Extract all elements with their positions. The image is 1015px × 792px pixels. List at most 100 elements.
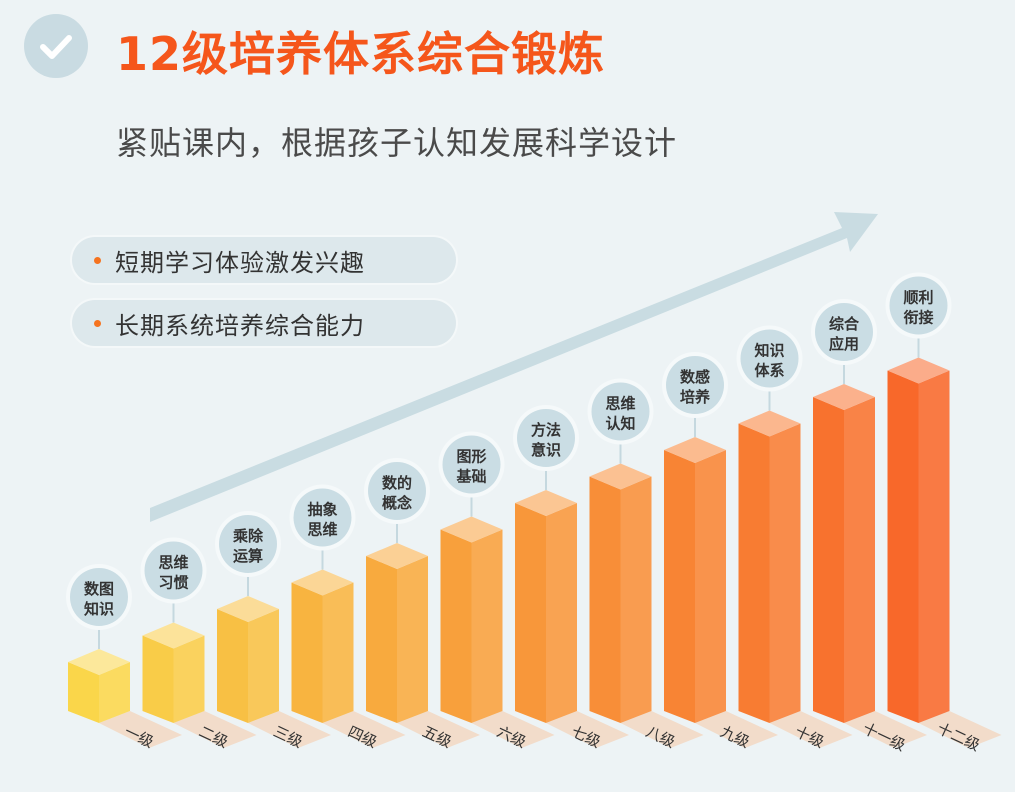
bubble-text-line2: 概念 [382, 494, 412, 512]
feature-pill: 长期系统培养综合能力 [72, 300, 456, 346]
bubble-text-line1: 数感 [680, 368, 710, 386]
bubble-text-line2: 习惯 [158, 574, 188, 592]
bar-left-face [738, 423, 770, 723]
bar-top-face [813, 384, 875, 410]
bar-top-face [291, 569, 354, 596]
floor-shadow [471, 711, 555, 748]
bubble-text-line1: 知识 [754, 342, 784, 360]
feature-text: 短期学习体验激发兴趣 [115, 248, 365, 277]
bar-left-face [68, 662, 99, 723]
bar-right-face [918, 370, 950, 723]
bar-left-face [887, 370, 919, 723]
bar-left-face [440, 529, 472, 723]
bar-right-face [248, 609, 279, 723]
bubble-text-line2: 衔接 [903, 309, 933, 327]
bubble [889, 276, 948, 335]
bar-right-face [620, 476, 652, 723]
bubble [70, 568, 128, 626]
bubble-text-line2: 培养 [680, 388, 711, 406]
bar-left-face [217, 609, 248, 723]
bar-top-face [142, 622, 205, 649]
bar-top-face [738, 410, 801, 437]
bubble [517, 409, 575, 467]
floor-shadow [620, 711, 704, 748]
bubble-text-line1: 图形 [456, 448, 486, 466]
bubble-text-line2: 基础 [455, 468, 486, 486]
bar-left-face [291, 582, 323, 723]
bar-top-face [217, 596, 279, 622]
floor-shadow [918, 711, 1002, 748]
bubble-text-line1: 综合 [829, 315, 860, 333]
bubble-text-line2: 思维 [307, 521, 337, 539]
bubble [740, 329, 799, 388]
bar-left-face [664, 450, 695, 723]
growth-arrow-icon [150, 212, 878, 522]
bar-left-face [142, 635, 174, 723]
bar-top-face [589, 463, 652, 490]
bubble-text-line1: 思维 [605, 395, 635, 413]
bubble-text-line2: 知识 [84, 600, 114, 618]
bubble-text-line1: 数的 [382, 474, 412, 492]
bubble [591, 382, 650, 441]
floor-shadow [397, 711, 480, 748]
bubble-text-line1: 数图 [84, 580, 114, 598]
bar-top-face [68, 649, 130, 675]
floor-shadow [695, 711, 778, 748]
bar-top-face [887, 357, 950, 384]
floor-shadow [322, 711, 406, 748]
bubble-text-line2: 运算 [233, 547, 263, 565]
bubble-text-line2: 意识 [531, 441, 561, 459]
bubble [144, 541, 203, 600]
bar-right-face [471, 529, 503, 723]
bubble-text-line1: 方法 [531, 421, 561, 439]
bullet-dot-icon [94, 256, 101, 264]
bar-left-face [589, 476, 621, 723]
bar-left-face [366, 556, 397, 723]
bar-top-face [366, 543, 428, 569]
floor-shadow [546, 711, 629, 748]
bar-right-face [99, 662, 130, 723]
bubble-text-line1: 思维 [158, 554, 188, 572]
floor-shadow [769, 711, 853, 748]
feature-text: 长期系统培养综合能力 [115, 311, 365, 340]
bubble [666, 356, 724, 414]
floor-shadow [173, 711, 257, 748]
floor-shadow [844, 711, 927, 748]
bubble [368, 462, 426, 520]
page-title: 12级培养体系综合锻炼 [116, 27, 606, 81]
bubble [293, 488, 352, 547]
bullet-dot-icon [94, 319, 101, 327]
bar-right-face [397, 556, 428, 723]
bar-right-face [769, 423, 801, 723]
bubble [442, 435, 501, 494]
bubble-text-line1: 乘除 [232, 527, 264, 545]
floor-shadow [99, 711, 182, 748]
bubble [219, 515, 277, 573]
bubble-text-line1: 顺利 [903, 289, 933, 307]
bubble-text-line2: 体系 [754, 362, 784, 380]
bar-right-face [844, 397, 875, 723]
bubble [815, 303, 873, 361]
bubble-text-line2: 应用 [829, 335, 859, 353]
bubble-text-line1: 抽象 [307, 501, 337, 519]
bar-right-face [173, 635, 205, 723]
check-icon [24, 14, 88, 78]
bar-right-face [322, 582, 354, 723]
bar-right-face [546, 503, 577, 723]
bar-top-face [664, 437, 726, 463]
feature-pill: 短期学习体验激发兴趣 [72, 237, 456, 283]
bar-left-face [515, 503, 546, 723]
bar-left-face [813, 397, 844, 723]
